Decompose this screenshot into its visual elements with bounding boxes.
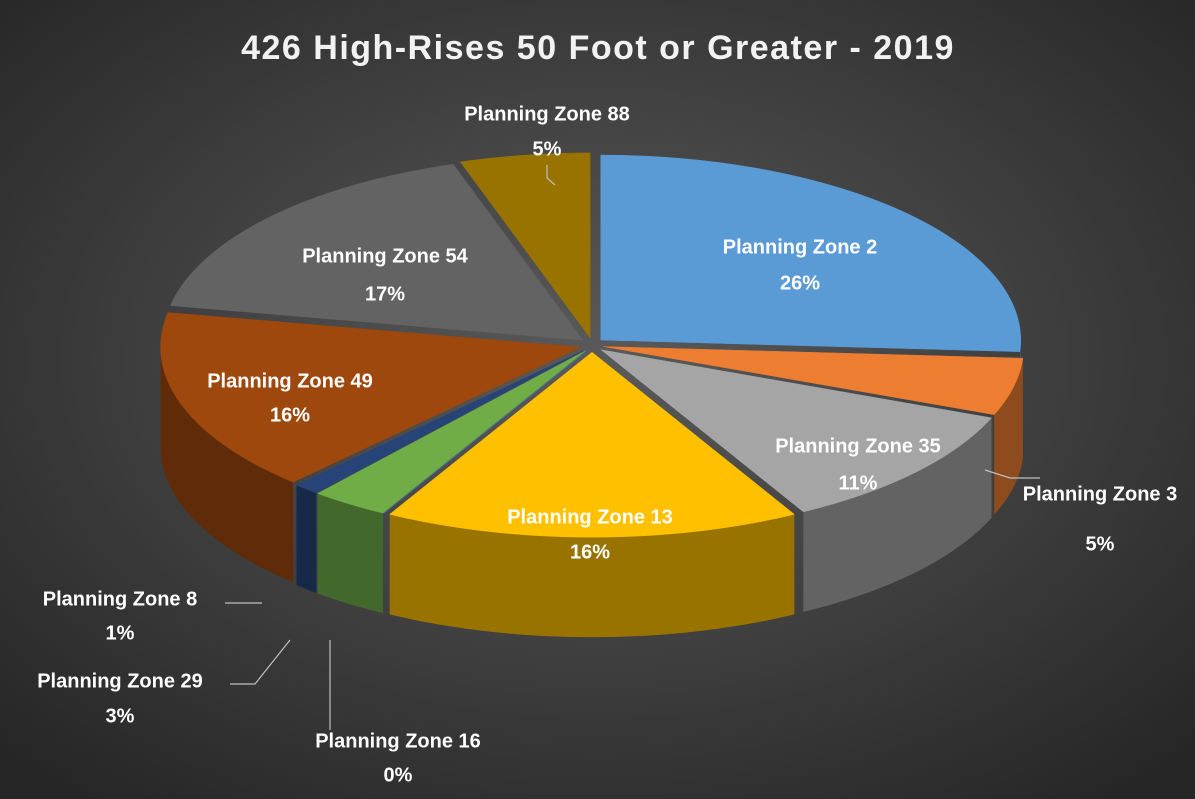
slice-side [389, 514, 795, 638]
slice [295, 350, 585, 494]
data-label: 5% [1086, 533, 1115, 555]
slice [600, 154, 1021, 352]
data-label: 17% [365, 283, 405, 305]
slice [170, 164, 584, 341]
slice [389, 351, 795, 538]
leader-line [546, 165, 556, 186]
data-label-name: Planning Zone 88 [464, 103, 630, 125]
data-label: 11% [839, 472, 878, 494]
chart-title: 426 High-Rises 50 Foot or Greater - 2019 [241, 29, 955, 67]
data-label-name: Planning Zone 2 [723, 236, 877, 258]
data-label-name: Planning Zone 8 [43, 588, 197, 610]
data-label-name: Planning Zone 16 [315, 730, 481, 752]
data-label-name: Planning Zone 3 [1023, 483, 1177, 505]
data-label: 26% [780, 272, 820, 294]
data-label: 16% [570, 541, 610, 563]
slice [316, 350, 586, 514]
slice [459, 152, 591, 339]
data-label-name: Planning Zone 35 [775, 435, 941, 457]
data-label-name: Planning Zone 13 [507, 506, 673, 528]
slice [603, 346, 1024, 415]
leader-line [984, 469, 1040, 479]
slice-side [160, 347, 294, 583]
data-label: 16% [270, 404, 310, 426]
data-label: 3% [106, 705, 135, 727]
slice-side [803, 417, 992, 612]
slice-sides [160, 340, 1023, 638]
slice [160, 312, 582, 483]
data-label-name: Planning Zone 54 [302, 245, 468, 267]
slice [600, 349, 993, 513]
leader-line [230, 639, 291, 685]
slice-side [296, 485, 317, 593]
data-label: 0% [384, 764, 413, 786]
data-label-name: Planning Zone 29 [37, 670, 203, 692]
data-label: 1% [106, 622, 135, 644]
data-label: 5% [533, 138, 562, 160]
slice-side [317, 493, 383, 614]
data-label-name: Planning Zone 49 [207, 370, 373, 392]
slice-tops [160, 152, 1024, 538]
